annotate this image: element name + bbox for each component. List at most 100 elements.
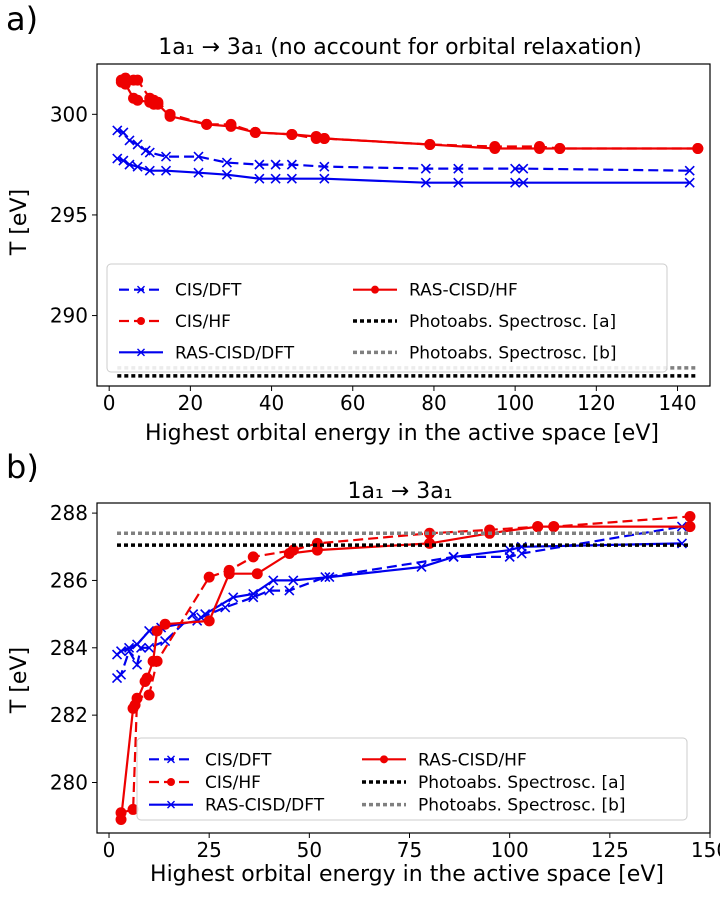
panel-b-series-cis-dft-point [188,609,199,620]
panel-a-legend-label-ras-cisd-dft: RAS-CISD/DFT [175,343,295,363]
panel-b-series-ras-cisd-hf-point [147,655,159,667]
panel-a-series-ras-cisd-hf-point [225,120,237,132]
panel-b-xtick-label: 0 [103,838,116,862]
panel-a-series-ras-cisd-dft-point [132,161,143,172]
panel-b-series-ras-cisd-hf-point [251,568,263,580]
panel-b-series-ras-cisd-hf-point [151,625,163,637]
panel-a-series-ras-cisd-dft-point [112,153,123,164]
panel-b-series-ras-cisd-hf-point [223,568,235,580]
panel-a-series-cis-dft-point [124,135,135,146]
panel-b-series-ras-cisd-dft-point [288,575,299,586]
panel-a-series-ras-cisd-hf-point [554,143,566,155]
panel-a-series-ras-cisd-dft-point [518,177,529,188]
panel-a-ylabel: T [eV] [7,189,32,256]
panel-a-series-cis-dft-point [132,139,143,150]
panel-b-series-cis-dft-point [160,635,171,647]
panel-a-series-cis-dft-point [144,147,155,158]
panel-a-series-ras-cisd-hf-point [201,118,213,130]
panel-a-axes-frame [96,63,711,387]
panel-a-series-ras-cisd-dft-point [286,173,297,184]
panel-b-ytick-label: 280 [50,770,88,794]
panel-a-series-ras-cisd-dft-point [684,177,695,188]
panel-a-legend-marker-cis-hf [137,317,145,325]
panel-b-legend-label-cis-dft: CIS/DFT [205,750,272,770]
panel-b-series-cis-hf-point [143,689,155,701]
panel-a-legend-label-ras-cisd-hf: RAS-CISD/HF [409,281,518,301]
panel-b-legend-label-cis-hf: CIS/HF [205,773,261,793]
panel-b-ytick-label: 282 [50,703,88,727]
panel-a-letter: a) [6,0,38,38]
panel-b-series-ras-cisd-dft-point [131,639,143,650]
panel-a-ytick-label: 295 [50,203,88,227]
panel-a-series-ras-cisd-dft-point [319,173,330,184]
panel-b-series-ras-cisd-dft-point [123,642,135,653]
panel-b-legend-marker-cis-hf [167,778,175,786]
panel-a-series-cis-dft-point [112,125,123,136]
panel-a-legend-marker-cis-dft [137,285,145,294]
panel-b-ylabel: T [eV] [7,647,32,714]
panel-a-series-ras-cisd-dft-point [193,167,204,178]
panel-b-title: 1a₁ → 3a₁ [347,479,452,504]
panel-a-series-ras-cisd-hf-point [132,94,144,106]
panel-a-series-ras-cisd-dft-point [510,177,521,188]
panel-a-legend-label-cis-dft: CIS/DFT [175,281,242,301]
panel-a-series-cis-dft-line [116,129,690,172]
panel-a-series-cis-dft-point [453,163,464,174]
panel-b-series-cis-hf-point [127,803,139,815]
panel-a-legend-marker-ras-cisd-dft [137,348,145,357]
panel-b-legend-marker-ras-cisd-dft [167,800,175,809]
panel-a-series-ras-cisd-hf-point [489,143,501,155]
panel-b-legend-label-ras-cisd-dft: RAS-CISD/DFT [205,796,325,816]
panel-b-series-cis-dft-point [264,585,275,596]
panel-b-series-ras-cisd-hf-point [311,544,323,556]
panel-b-xlabel: Highest orbital energy in the active spa… [150,862,664,887]
panel-b-series-ras-cisd-hf-point [115,814,127,826]
panel-a-series-cis-dft-point [684,165,695,176]
panel-b-xtick-label: 125 [591,838,629,862]
panel-a-series-ras-cisd-dft-point [124,159,135,170]
panel-b-series-ras-cisd-dft-point [248,588,259,599]
panel-a-series-cis-dft-point [420,163,431,174]
panel-a-series-cis-dft-point [270,159,281,170]
panel-a-series-ras-cisd-dft-point [453,177,464,188]
panel-a: a) 1a₁ → 3a₁ (no account for orbital rel… [6,0,711,446]
panel-b-legend: CIS/DFT CIS/HF RAS-CISD/DFT RAS-CISD/HF Phot… [136,737,688,821]
panel-a-series-ras-cisd-hf-line [120,81,698,150]
panel-a-xtick-label: 60 [340,391,365,415]
panel-a-xlabel: Highest orbital energy in the active spa… [145,421,659,446]
panel-b-series-cis-dft-line [116,525,683,679]
panel-b-series-ras-cisd-dft-point [504,545,515,556]
panel-b-legend-box [136,737,688,821]
panel-a-legend: CIS/DFT CIS/HF RAS-CISD/DFT RAS-CISD/HF Phot… [106,263,668,373]
panel-b-xtick-label: 75 [397,838,422,862]
panel-b-series-ras-cisd-hf-point [203,615,215,627]
panel-b: b) 1a₁ → 3a₁ Highest orbital energy in t… [6,448,720,887]
panel-b-xtick-label: 100 [491,838,529,862]
panel-a-series-ras-cisd-hf-point [286,128,298,140]
panel-b-letter: b) [6,448,39,486]
panel-b-series-ras-cisd-hf-point [548,521,560,533]
panel-a-xtick-label: 20 [178,391,203,415]
panel-a-series-ras-cisd-dft-point [118,155,129,166]
panel-b-plot-area: 0 25 50 75 100 125 150 280 282 284 286 288 [50,501,720,862]
panel-b-series-cis-hf-point [684,510,696,522]
panel-a-series-ras-cisd-dft-point [420,177,431,188]
panel-b-series-ras-cisd-dft-point [268,575,279,586]
panel-a-series-cis-dft-point [518,163,529,174]
panel-b-ytick-label: 286 [50,568,88,592]
panel-a-series-cis-dft-point [286,159,297,170]
panel-a-ytick-label: 290 [50,304,88,328]
panel-a-series-cis-hf-line [120,76,698,150]
panel-b-legend-marker-cis-dft [167,755,175,764]
panel-b-series-cis-dft-point [115,669,127,680]
panel-b-legend-marker-ras-cisd-hf [380,755,388,764]
panel-a-series-cis-dft-point [193,151,204,162]
panel-a-legend-label-photoabs-spectrosc-a: Photoabs. Spectrosc. [a] [409,312,616,332]
panel-a-series-ras-cisd-hf-point [164,110,176,122]
panel-b-series-ras-cisd-dft-line [116,542,683,656]
panel-b-series-ras-cisd-dft-point [448,551,459,562]
panel-a-series-ras-cisd-hf-point [249,126,261,138]
panel-b-series-ras-cisd-hf-point [684,521,696,533]
panel-b-xtick-label: 50 [297,838,322,862]
